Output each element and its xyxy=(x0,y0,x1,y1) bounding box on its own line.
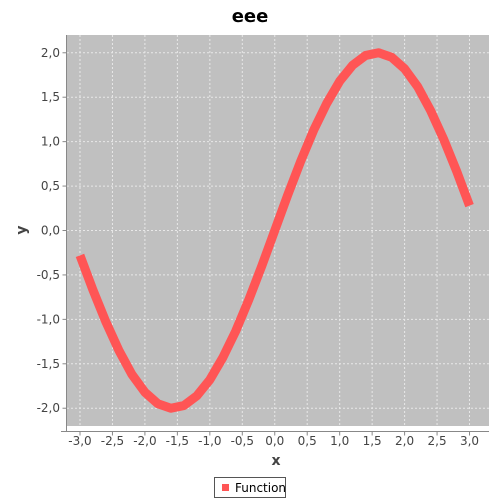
x-tick-label-0: -3,0 xyxy=(68,434,91,448)
series-layer xyxy=(75,48,474,413)
grid-lines xyxy=(67,35,489,426)
x-axis-label: x xyxy=(271,453,280,469)
series-line-0 xyxy=(75,48,474,413)
legend-box xyxy=(214,477,286,498)
x-tick-label-11: 2,5 xyxy=(428,434,447,448)
x-tick-label-9: 1,5 xyxy=(363,434,382,448)
legend-label-0: Function xyxy=(235,481,286,495)
y-axis-label: y xyxy=(14,225,30,234)
x-tick-label-4: -1,0 xyxy=(198,434,221,448)
x-tick-label-7: 0,5 xyxy=(298,434,317,448)
x-tick-label-8: 1,0 xyxy=(330,434,349,448)
x-tick-label-1: -2,5 xyxy=(101,434,124,448)
y-tick-label-1: -1,5 xyxy=(37,357,60,371)
y-tick-label-4: 0,0 xyxy=(41,224,60,238)
y-tick-label-5: 0,5 xyxy=(41,179,60,193)
y-tick-label-0: -2,0 xyxy=(37,401,60,415)
y-tick-label-8: 2,0 xyxy=(41,46,60,60)
x-tick-label-10: 2,0 xyxy=(395,434,414,448)
legend-swatch-0 xyxy=(222,484,229,491)
y-tick-label-6: 1,0 xyxy=(41,135,60,149)
axes: -3,0 -2,5 -2,0 -1,5 -1,0 -0,5 0,0 0,5 1,0 1,5 2,0 2… xyxy=(37,35,489,448)
chart-title: eee xyxy=(232,6,269,27)
x-tick-label-6: 0,0 xyxy=(265,434,284,448)
legend: Function xyxy=(214,477,286,498)
y-tick-label-3: -0,5 xyxy=(37,268,60,282)
x-tick-label-2: -2,0 xyxy=(133,434,156,448)
y-tick-label-2: -1,0 xyxy=(37,312,60,326)
y-tick-label-7: 1,5 xyxy=(41,90,60,104)
x-tick-label-5: -0,5 xyxy=(231,434,254,448)
x-tick-label-3: -1,5 xyxy=(166,434,189,448)
x-tick-label-12: 3,0 xyxy=(460,434,479,448)
